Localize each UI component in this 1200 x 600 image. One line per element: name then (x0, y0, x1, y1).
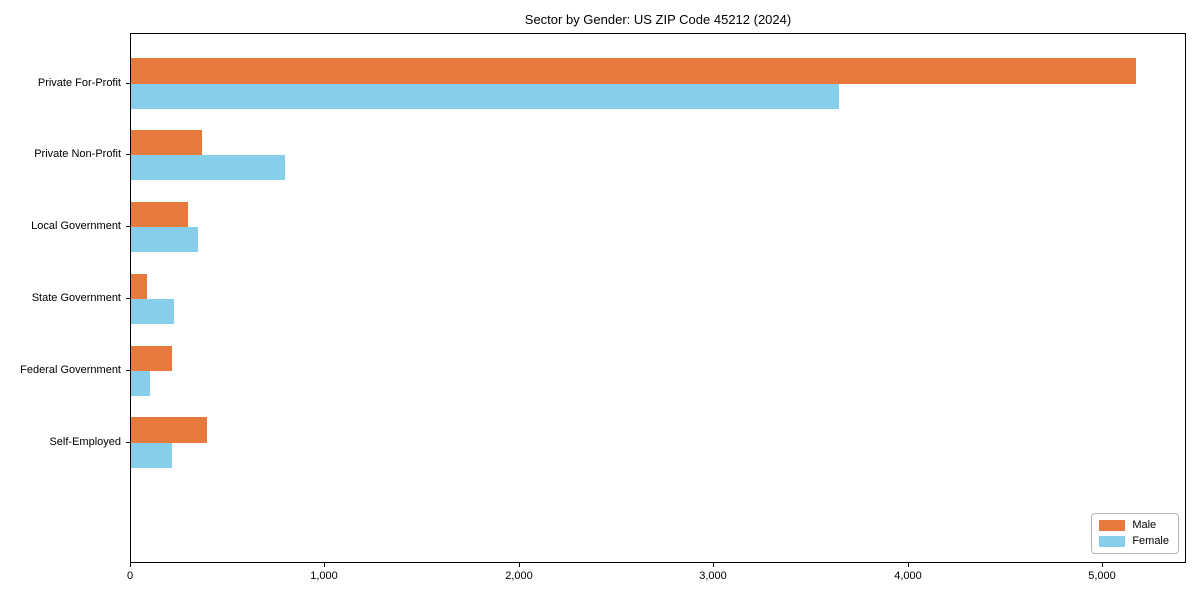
x-tick-label-5: 5,000 (1088, 570, 1116, 582)
bar-female-0 (131, 83, 839, 109)
bar-male-4 (131, 345, 172, 371)
bar-male-1 (131, 130, 202, 156)
x-tick-mark (713, 563, 714, 567)
bar-male-0 (131, 58, 1137, 84)
y-tick-mark (126, 442, 130, 443)
legend-swatch-male (1099, 520, 1126, 531)
x-tick-mark (1102, 563, 1103, 567)
legend-swatch-female (1099, 536, 1126, 547)
x-tick-label-0: 0 (126, 570, 134, 582)
x-tick-label-2: 2,000 (505, 570, 533, 582)
bar-male-5 (131, 417, 207, 443)
y-tick-mark (126, 298, 130, 299)
plot-area: Male Female (130, 33, 1186, 563)
y-tick-label-4: Federal Government (20, 364, 121, 376)
bar-female-2 (131, 227, 199, 253)
x-tick-mark (324, 563, 325, 567)
legend-label-male: Male (1132, 519, 1157, 531)
x-tick-label-3: 3,000 (699, 570, 727, 582)
y-tick-mark (126, 83, 130, 84)
x-tick-label-4: 4,000 (894, 570, 922, 582)
x-tick-mark (519, 563, 520, 567)
y-tick-label-2: Local Government (31, 220, 121, 232)
legend-item-female: Female (1099, 536, 1169, 547)
bar-female-1 (131, 155, 285, 181)
y-tick-mark (126, 226, 130, 227)
legend-label-female: Female (1132, 535, 1169, 547)
y-tick-label-1: Private Non-Profit (34, 148, 121, 160)
x-tick-label-1: 1,000 (310, 570, 338, 582)
bar-female-5 (131, 442, 172, 468)
y-tick-label-0: Private For-Profit (37, 77, 121, 89)
bar-female-4 (131, 370, 151, 396)
chart-title: Sector by Gender: US ZIP Code 45212 (202… (524, 12, 792, 27)
y-tick-mark (126, 370, 130, 371)
x-tick-mark (908, 563, 909, 567)
legend-item-male: Male (1099, 520, 1169, 531)
bar-male-3 (131, 273, 147, 299)
y-tick-label-3: State Government (31, 292, 121, 304)
bar-female-3 (131, 299, 174, 325)
legend: Male Female (1091, 513, 1179, 554)
y-tick-label-5: Self-Employed (49, 436, 121, 448)
bar-male-2 (131, 202, 189, 228)
y-tick-mark (126, 154, 130, 155)
x-tick-mark (130, 563, 131, 567)
